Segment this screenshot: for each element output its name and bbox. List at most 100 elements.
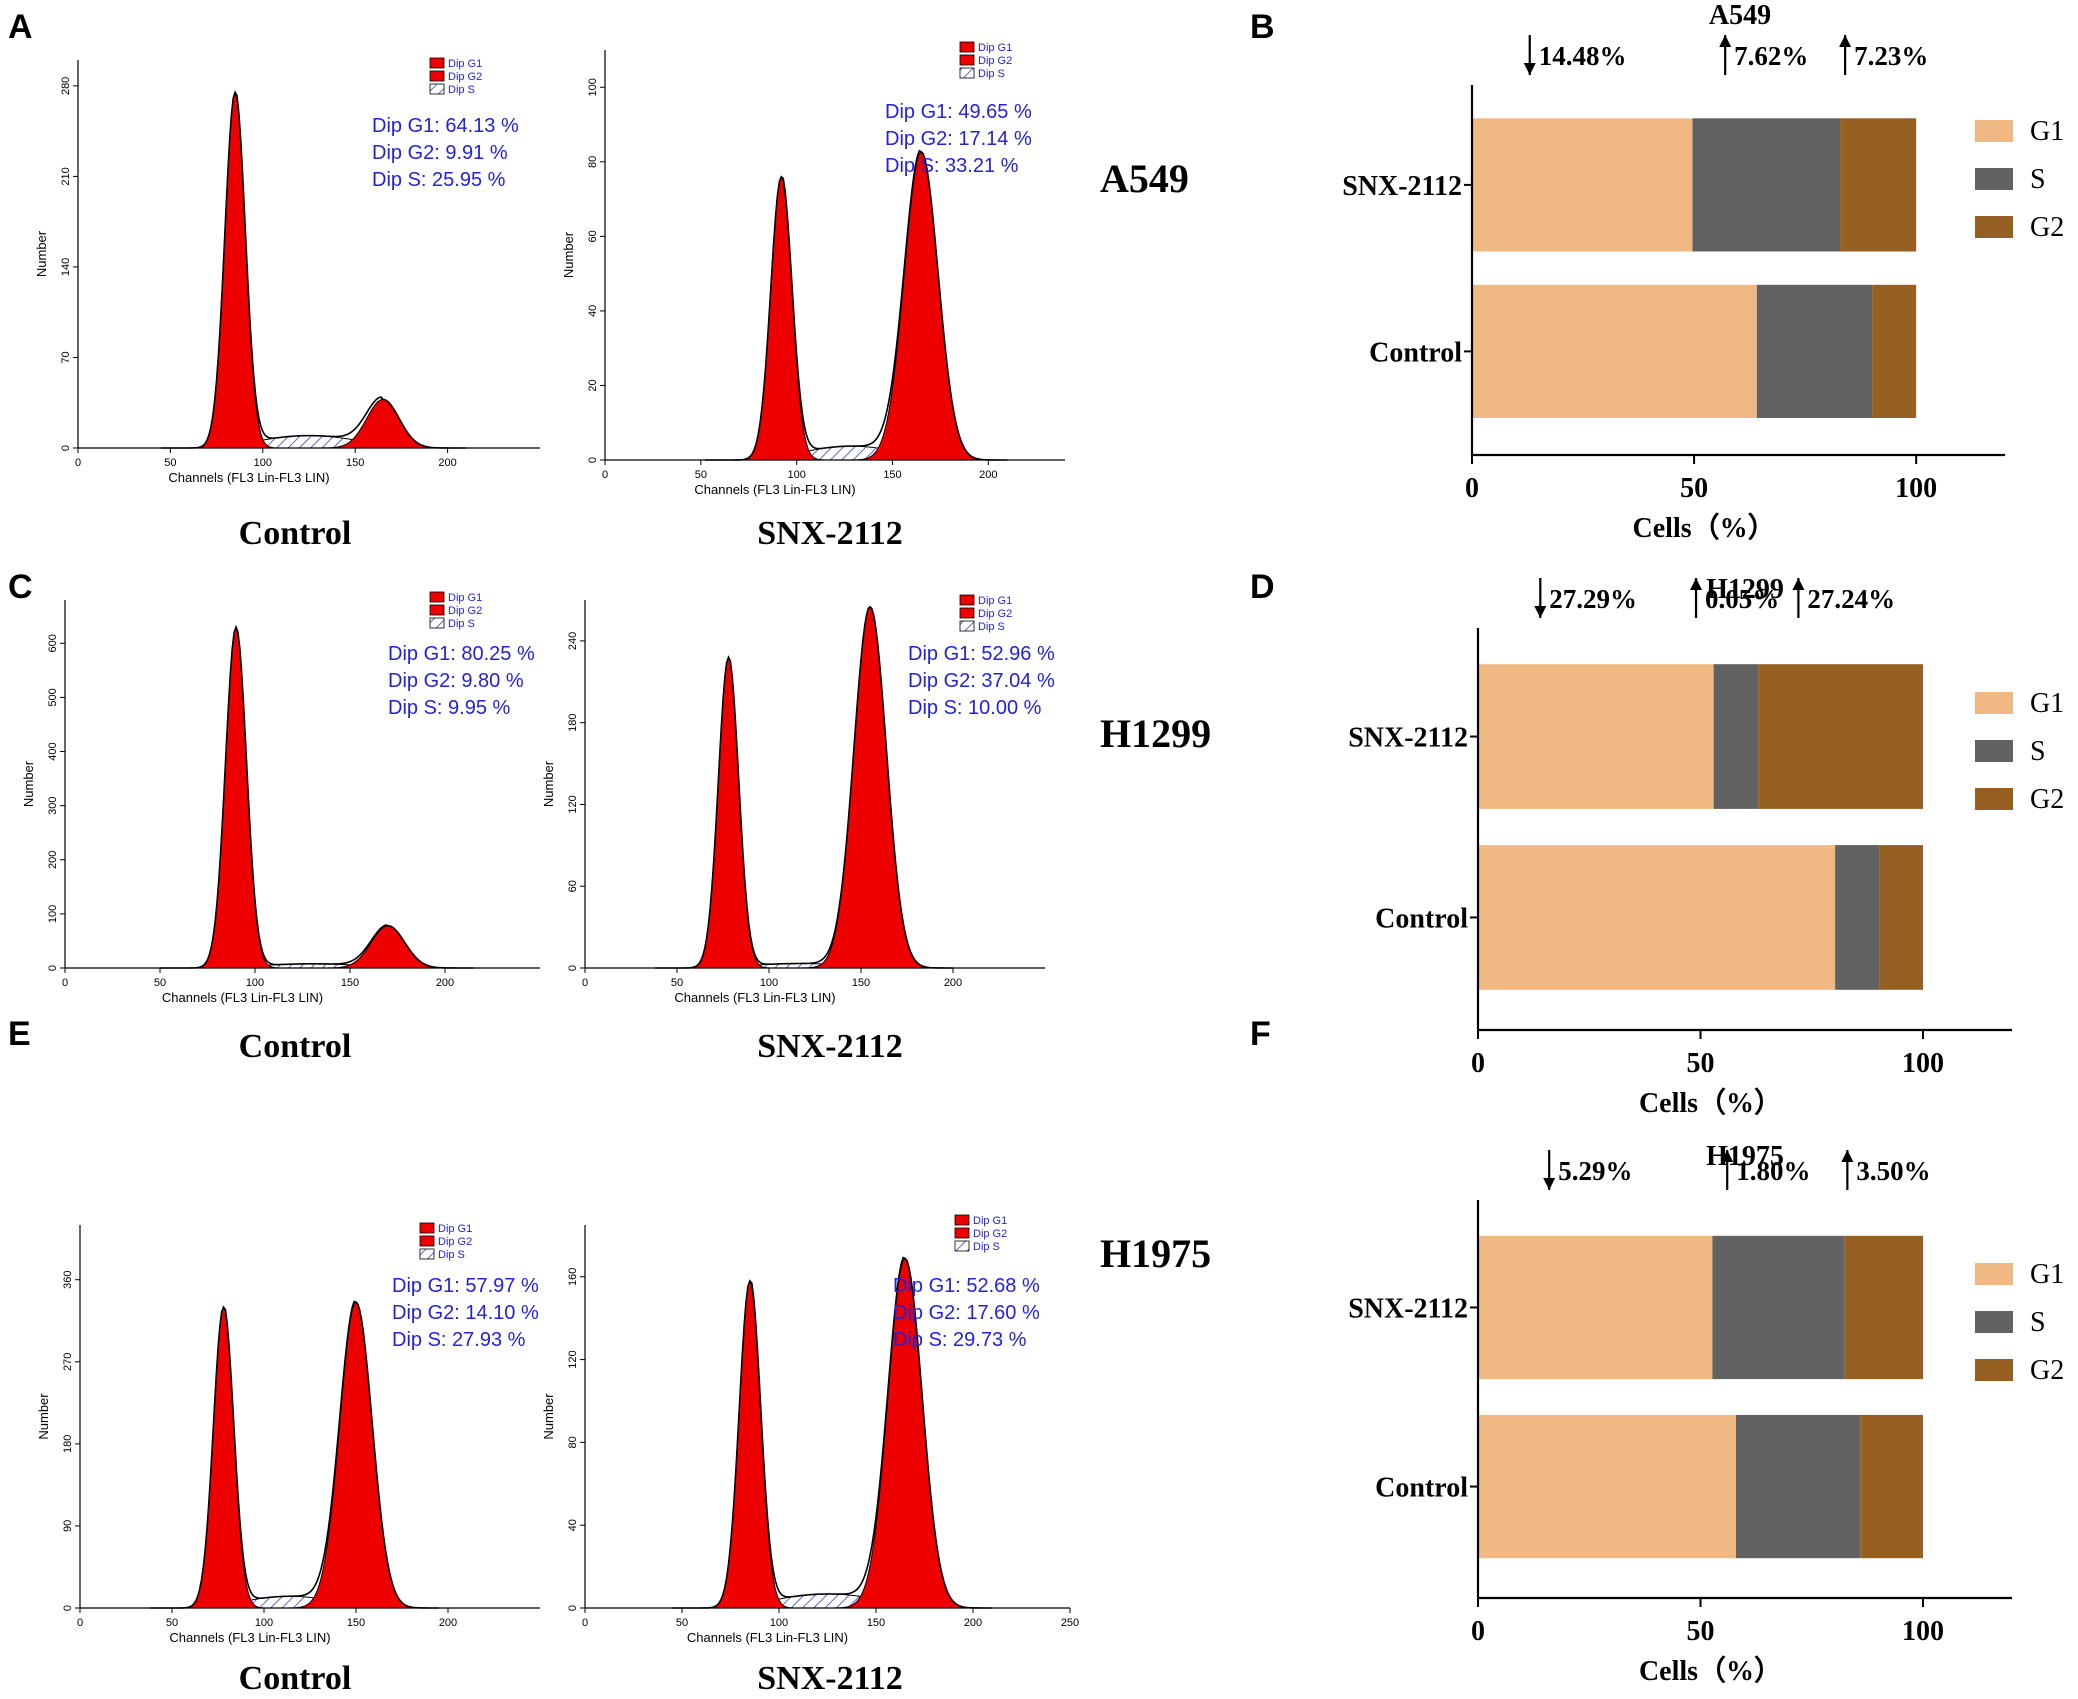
panel-letter-a: A	[8, 8, 33, 46]
legend-label: G2	[2030, 1355, 2064, 1386]
legend-label: Dip G2	[448, 605, 482, 617]
x-axis-title: Channels (FL3 Lin-FL3 LIN)	[674, 990, 835, 1005]
panel-letter-b: B	[1250, 8, 1275, 46]
y-tick-label: 0	[60, 445, 72, 451]
x-tick-label: 150	[346, 457, 364, 469]
legend-label: S	[2030, 736, 2046, 767]
stat-text-g1: Dip G1: 64.13 %	[372, 115, 519, 137]
histogram-2: 0 50 100 150 200 0 100 200 300 400 500 600 Channels …	[21, 591, 540, 1005]
bar-s-control	[1756, 284, 1873, 418]
y-tick-label: 200	[47, 851, 59, 869]
y-tick-label: 100	[47, 905, 59, 923]
legend-swatch	[959, 620, 975, 632]
histogram-envelope	[160, 624, 474, 969]
legend-swatch	[429, 83, 445, 95]
y-axis-title: Number	[21, 760, 36, 807]
stat-text-g2: Dip G2: 17.14 %	[885, 128, 1032, 150]
y-tick-label: 400	[47, 742, 59, 760]
bar-g1-snx-2112	[1478, 664, 1714, 809]
x-tick-label: 150	[852, 977, 870, 989]
x-tick-label: 50	[671, 977, 683, 989]
x-tick-label: 0	[1471, 1048, 1485, 1079]
stat-text-s: Dip S: 25.95 %	[372, 169, 506, 191]
x-tick-label: 100	[255, 1617, 273, 1629]
legend-label: G2	[2030, 212, 2064, 243]
panel-letter-e: E	[8, 1015, 31, 1053]
legend-swatch-g1	[1975, 120, 2013, 142]
legend-swatch	[429, 591, 445, 603]
category-label: Control	[1375, 903, 1468, 934]
legend-label: Dip S	[448, 84, 475, 96]
y-tick-label: 600	[47, 634, 59, 652]
condition-label-control-e: Control	[238, 1660, 352, 1697]
annotation-arrowhead	[1719, 35, 1732, 47]
annotation-arrowhead	[1839, 35, 1852, 47]
legend-swatch	[429, 57, 445, 69]
y-axis-title: Number	[541, 760, 556, 807]
legend-label: G1	[2030, 688, 2064, 719]
legend-label: Dip S	[438, 1249, 465, 1261]
annotation-text: 27.29%	[1549, 584, 1637, 614]
y-tick-label: 100	[587, 78, 599, 96]
legend-swatch	[429, 604, 445, 616]
legend-label: G2	[2030, 784, 2064, 815]
histogram-envelope	[161, 90, 467, 449]
legend-swatch	[954, 1214, 970, 1226]
bar-s-control	[1835, 845, 1880, 990]
y-tick-label: 40	[567, 1519, 579, 1531]
legend-label: Dip S	[448, 618, 475, 630]
x-tick-label: 50	[1680, 473, 1708, 504]
x-axis-title: Channels (FL3 Lin-FL3 LIN)	[169, 1630, 330, 1645]
x-tick-label: 150	[347, 1617, 365, 1629]
x-tick-label: 100	[254, 457, 272, 469]
stacked-bar-chart-H1299: H1299 SNX-2112 Control 0 50 100 Cells（%） 27.29%…	[1348, 574, 2064, 1119]
stat-text-g2: Dip G2: 14.10 %	[392, 1302, 539, 1324]
y-tick-label: 60	[587, 230, 599, 242]
x-tick-label: 200	[944, 977, 962, 989]
x-axis-title: Channels (FL3 Lin-FL3 LIN)	[687, 1630, 848, 1645]
x-tick-label: 0	[75, 457, 81, 469]
condition-label-control-c: Control	[238, 1028, 352, 1065]
x-tick-label: 50	[154, 977, 166, 989]
x-axis-title: Channels (FL3 Lin-FL3 LIN)	[162, 990, 323, 1005]
panel-letter-d: D	[1250, 568, 1275, 606]
legend-swatch-g1	[1975, 692, 2013, 714]
panel-letter-f: F	[1250, 1015, 1271, 1053]
histogram-3: 0 50 100 150 200 0 60 120 180 240 Channels (FL3 Li…	[541, 594, 1055, 1005]
legend-label: Dip G2	[978, 608, 1012, 620]
x-tick-label: 200	[964, 1617, 982, 1629]
annotation-arrowhead	[1543, 1178, 1556, 1190]
stacked-bar-chart-A549: A549 SNX-2112 Control 0 50 100 Cells（%） 14.48% 7…	[1342, 0, 2064, 544]
stat-text-s: Dip S: 27.93 %	[392, 1329, 526, 1351]
histogram-envelope	[672, 1256, 993, 1609]
y-tick-label: 180	[567, 713, 579, 731]
legend-label: Dip G1	[973, 1215, 1007, 1227]
y-tick-label: 0	[62, 1605, 74, 1611]
bar-s-control	[1735, 1414, 1861, 1559]
bar-g1-control	[1478, 1414, 1736, 1559]
x-tick-label: 0	[582, 977, 588, 989]
y-tick-label: 20	[587, 379, 599, 391]
stat-text-g1: Dip G1: 57.97 %	[392, 1275, 539, 1297]
histogram-0: 0 50 100 150 200 0 70 140 210 280 Channels (FL3 Li…	[34, 57, 540, 485]
stat-text-s: Dip S: 33.21 %	[885, 155, 1019, 177]
chart-title: H1975	[1706, 1141, 1784, 1172]
legend-swatch	[419, 1235, 435, 1247]
category-label: SNX-2112	[1348, 723, 1468, 754]
annotation-arrowhead	[1690, 578, 1703, 590]
cell-line-label-a549: A549	[1100, 156, 1189, 201]
y-tick-label: 80	[567, 1436, 579, 1448]
x-tick-label: 100	[1902, 1616, 1944, 1647]
legend-swatch-s	[1975, 740, 2013, 762]
bar-g1-control	[1472, 284, 1757, 418]
x-tick-label: 100	[770, 1617, 788, 1629]
x-tick-label: 100	[1895, 473, 1937, 504]
annotation-arrowhead	[1792, 578, 1805, 590]
legend-swatch	[419, 1222, 435, 1234]
stat-text-s: Dip S: 9.95 %	[388, 697, 511, 719]
y-axis-title: Number	[34, 230, 49, 277]
dip-g2-peak	[704, 151, 1008, 461]
legend-label: Dip G2	[978, 55, 1012, 67]
y-tick-label: 140	[60, 258, 72, 276]
